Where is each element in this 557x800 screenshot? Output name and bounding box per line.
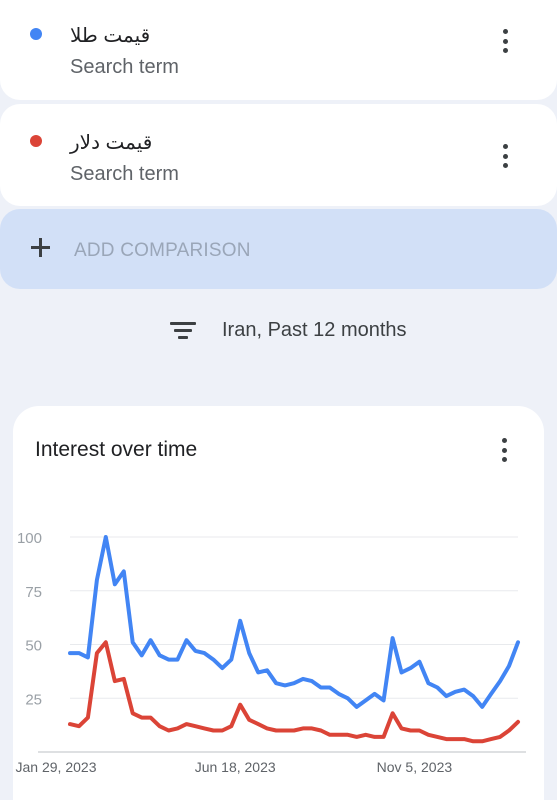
series-color-dot-2 [30, 135, 42, 147]
search-term-subtitle: Search term [70, 56, 179, 78]
interest-over-time-card: Interest over time 100 75 50 25 Jan 29, 2023… [13, 406, 544, 800]
search-term-name[interactable]: قیمت دلار [70, 132, 153, 154]
series-color-dot-1 [30, 28, 42, 40]
x-tick-label: Jun 18, 2023 [195, 759, 276, 775]
x-tick-label: Nov 5, 2023 [377, 759, 453, 775]
search-term-subtitle: Search term [70, 163, 179, 185]
interest-line-chart: 100 75 50 25 Jan 29, 2023 Jun 18, 2023 Nov 5, … [16, 530, 526, 775]
y-tick-label: 25 [25, 691, 42, 708]
y-tick-label: 75 [25, 584, 42, 601]
add-comparison-button[interactable]: ADD COMPARISON [0, 209, 557, 289]
y-tick-label: 100 [17, 530, 42, 547]
add-comparison-label: ADD COMPARISON [74, 240, 251, 261]
filter-label: Iran, Past 12 months [222, 319, 407, 341]
search-term-card-2[interactable]: قیمت دلار Search term [0, 104, 557, 206]
search-term-name[interactable]: قیمت طلا [70, 25, 151, 47]
chart-title: Interest over time [35, 438, 198, 461]
filter-list-icon [170, 322, 196, 340]
filter-button[interactable]: Iran, Past 12 months [0, 316, 557, 346]
search-term-card-1[interactable]: قیمت طلا Search term [0, 0, 557, 100]
series-line-1[interactable] [68, 535, 520, 709]
series-line-2[interactable] [68, 640, 520, 744]
more-vert-icon[interactable] [493, 27, 517, 55]
plus-icon [28, 235, 52, 259]
x-tick-label: Jan 29, 2023 [16, 759, 97, 775]
more-vert-icon[interactable] [493, 142, 517, 170]
more-vert-icon[interactable] [492, 436, 516, 464]
y-tick-label: 50 [25, 638, 42, 655]
